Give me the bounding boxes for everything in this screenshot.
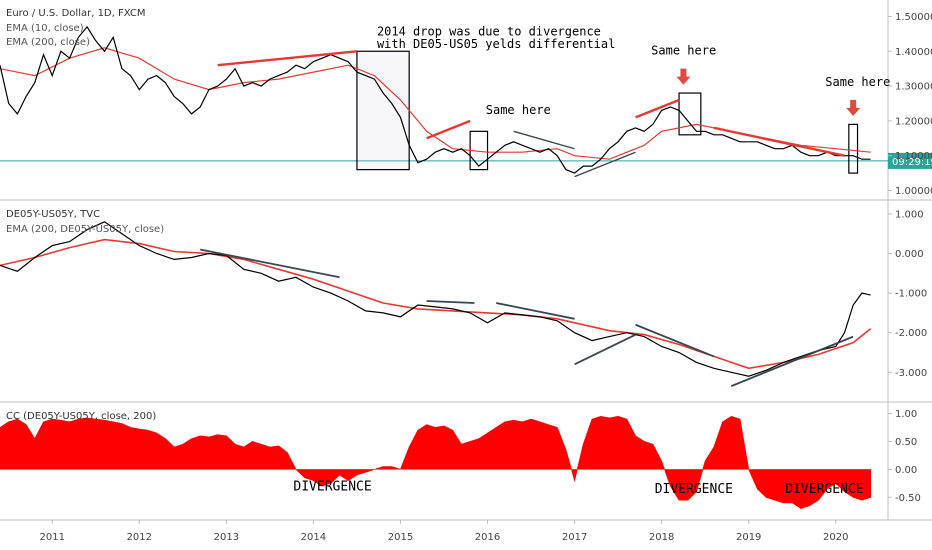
chart-title: CC (DE05Y-US05Y, close, 200) (6, 411, 156, 422)
spread-pane: DE05Y-US05Y, TVC EMA (200, DE05Y-US05Y, c… (0, 209, 872, 387)
chart-annotation: with DE05-US05 yelds differential (377, 37, 615, 51)
highlight-box (678, 92, 702, 136)
trendline (635, 323, 715, 358)
chart-annotation: Same here (651, 44, 716, 58)
y-tick-label: -1.000 (895, 289, 927, 300)
y-tick-label: 1.30000 (895, 82, 932, 93)
trendline (713, 126, 845, 157)
y-tick-label: 0.50 (895, 437, 917, 448)
chart-title: DE05Y-US05Y, TVC (6, 209, 100, 220)
y-tick-label: 0.000 (895, 249, 924, 260)
chart-annotation: Same here (825, 75, 890, 89)
y-tick-label: -0.50 (895, 493, 921, 504)
trendline (426, 119, 471, 140)
trendline (635, 98, 680, 119)
trendline (200, 248, 340, 279)
x-tick-label: 2014 (301, 532, 326, 543)
x-tick-label: 2016 (475, 532, 500, 543)
trendline (730, 335, 854, 387)
price-pane: 09:29:19 2014 drop was due to divergencew… (0, 8, 932, 178)
highlight-box (356, 50, 410, 171)
trendline (426, 300, 475, 304)
trendline (513, 130, 575, 150)
axes-layer: 2011 2012 2013 2014 2015 2016 2017 2018 2019 2020… (40, 12, 932, 543)
correlation-pane: CC (DE05Y-US05Y, close, 200) DIVERGENCE DI… (0, 411, 888, 509)
x-tick-label: 2017 (562, 532, 587, 543)
highlight-box (848, 123, 859, 174)
x-tick-label: 2011 (40, 532, 65, 543)
legend-entry: EMA (200, DE05Y-US05Y, close) (6, 224, 164, 235)
x-tick-label: 2012 (127, 532, 152, 543)
legend-entry: EMA (200, close) (6, 37, 90, 48)
y-tick-label: 1.00 (895, 409, 917, 420)
correlation-area (0, 415, 871, 509)
y-tick-label: 1.10000 (895, 151, 932, 162)
grid-layer (0, 0, 932, 521)
panes-layer: 09:29:19 2014 drop was due to divergencew… (0, 8, 932, 509)
chart-annotation: 2014 drop was due to divergence (377, 25, 601, 39)
down-arrow-icon (676, 68, 691, 85)
current-price-badge (888, 152, 932, 169)
chart-annotation: DIVERGENCE (785, 482, 863, 497)
y-tick-label: 1.000 (895, 209, 924, 220)
price-line (0, 25, 871, 174)
spread-line (0, 221, 871, 377)
down-arrow-icon (846, 99, 861, 116)
current-price-label: 09:29:19 (892, 157, 932, 168)
x-tick-label: 2019 (736, 532, 761, 543)
x-tick-label: 2020 (823, 532, 848, 543)
y-tick-label: 0.00 (895, 465, 917, 476)
chart-title: Euro / U.S. Dollar, 1D, FXCM (6, 8, 145, 19)
ema-200-line (0, 47, 871, 160)
x-tick-label: 2013 (214, 532, 239, 543)
x-tick-label: 2015 (388, 532, 413, 543)
y-tick-label: 1.40000 (895, 47, 932, 58)
x-tick-label: 2018 (649, 532, 674, 543)
trendline (217, 50, 358, 67)
trendline (574, 151, 636, 178)
legend-entry: EMA (10, close) (6, 23, 84, 34)
chart-annotation: DIVERGENCE (293, 480, 371, 495)
y-tick-label: -3.000 (895, 368, 927, 379)
chart-annotation: DIVERGENCE (655, 482, 733, 497)
y-tick-label: 1.00000 (895, 186, 932, 197)
y-tick-label: -2.000 (895, 328, 927, 339)
y-tick-label: 1.20000 (895, 116, 932, 127)
y-tick-label: 1.50000 (895, 12, 932, 23)
trendline (496, 302, 575, 320)
spread-ema-line (0, 238, 872, 370)
chart-annotation: Same here (486, 103, 551, 117)
trendline (574, 333, 636, 366)
